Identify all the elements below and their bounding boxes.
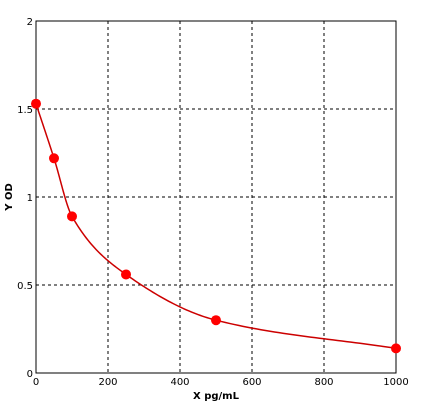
x-tick-label: 0 xyxy=(33,377,39,388)
x-axis-title: X pg/mL xyxy=(193,391,240,402)
data-point xyxy=(211,315,221,326)
data-point xyxy=(67,211,77,222)
data-point xyxy=(49,153,59,164)
x-axis-ticks: 0 200 400 600 800 1000 xyxy=(33,377,409,388)
x-tick-label: 400 xyxy=(170,377,189,388)
fit-curve xyxy=(35,103,397,350)
data-point xyxy=(391,343,401,354)
gridlines xyxy=(36,21,396,373)
y-tick-label: 0.5 xyxy=(17,281,33,292)
x-tick-label: 800 xyxy=(314,377,333,388)
data-point xyxy=(121,269,131,280)
y-tick-label: 0 xyxy=(27,369,33,380)
x-tick-label: 1000 xyxy=(383,377,408,388)
x-tick-label: 200 xyxy=(98,377,117,388)
data-points xyxy=(31,98,401,354)
data-point xyxy=(31,98,41,109)
x-tick-label: 600 xyxy=(242,377,261,388)
y-axis-ticks: 0 0.5 1 1.5 2 xyxy=(17,17,33,380)
y-tick-label: 1.5 xyxy=(17,105,33,116)
y-axis-title: Y OD xyxy=(4,183,15,212)
y-tick-label: 2 xyxy=(27,17,33,28)
y-tick-label: 1 xyxy=(27,193,33,204)
